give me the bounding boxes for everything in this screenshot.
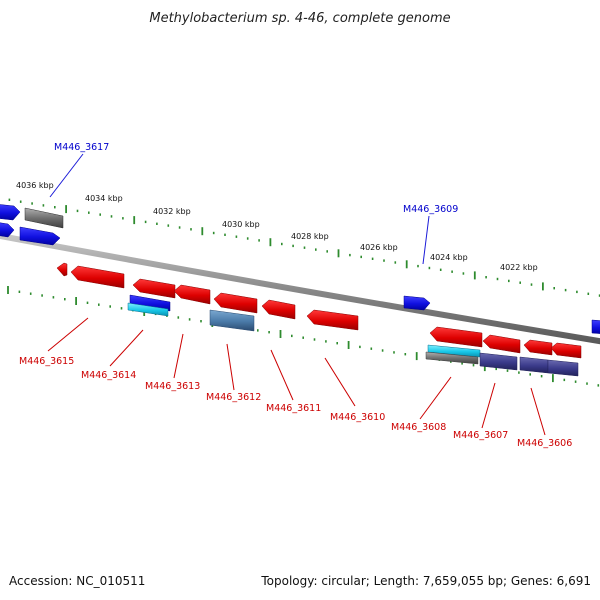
leader-line-m446-3614 [109, 329, 144, 367]
reverse-genes [56, 262, 582, 377]
tick-label-4028: 4028 kbp [291, 232, 329, 241]
gene-label-m446-3615[interactable]: M446_3615 [19, 356, 74, 367]
gene-m446-3607-navy[interactable] [479, 352, 518, 371]
gene-m446-3607-red[interactable] [482, 334, 521, 354]
gene-label-m446-3611[interactable]: M446_3611 [266, 403, 321, 414]
gene-forward-left-2[interactable] [0, 222, 15, 238]
gene-label-m446-3612[interactable]: M446_3612 [206, 392, 261, 403]
gene-m446-3611[interactable] [261, 299, 296, 320]
label-leader-lines [47, 153, 546, 436]
gene-label-m446-3613[interactable]: M446_3613 [145, 381, 200, 392]
gene-reverse-red-1[interactable] [70, 265, 125, 289]
gene-label-m446-3606[interactable]: M446_3606 [517, 438, 572, 449]
topology-text: Topology: circular; Length: 7,659,055 bp… [260, 574, 591, 588]
leader-line-m446-3607 [481, 382, 496, 429]
gene-label-m446-3617[interactable]: M446_3617 [54, 142, 109, 153]
gene-reverse-red-last[interactable] [550, 342, 582, 359]
tick-label-4024: 4024 kbp [430, 253, 468, 262]
gene-m446-3610[interactable] [306, 309, 359, 331]
tick-label-4036: 4036 kbp [16, 181, 54, 190]
leader-line-m446-3608 [419, 376, 452, 420]
gene-m446-3608-gray[interactable] [425, 351, 479, 365]
gene-m446-3606-navy-2[interactable] [547, 359, 579, 377]
leader-line-m446-3612 [226, 343, 235, 391]
gene-m446-3612-red[interactable] [213, 292, 258, 314]
tick-label-4022: 4022 kbp [500, 263, 538, 272]
tick-track-upper [8, 198, 600, 297]
gene-forward-blue-1[interactable] [19, 226, 61, 246]
forward-genes [0, 204, 600, 334]
tick-label-4034: 4034 kbp [85, 194, 123, 203]
leader-line-m446-3617 [49, 153, 84, 198]
gene-m446-3614-cyan[interactable] [127, 302, 169, 317]
leader-line-m446-3609 [422, 215, 430, 265]
leader-line-m446-3606 [530, 387, 546, 436]
tick-label-4032: 4032 kbp [153, 207, 191, 216]
gene-m446-3606-red[interactable] [523, 339, 553, 356]
leader-line-m446-3610 [324, 357, 356, 407]
gene-labels: M446_3617 M446_3609 M446_3615 M446_3614 … [19, 142, 572, 449]
gene-forward-left-1[interactable] [0, 204, 21, 221]
gene-m446-3608-red[interactable] [429, 326, 483, 348]
gene-label-m446-3609[interactable]: M446_3609 [403, 204, 458, 215]
gene-m446-3614-blue[interactable] [129, 294, 171, 312]
gene-m446-3614-red[interactable] [132, 278, 176, 299]
gene-m446-3617[interactable] [24, 207, 64, 229]
gene-label-m446-3608[interactable]: M446_3608 [391, 422, 446, 433]
gene-m446-3613[interactable] [173, 284, 211, 305]
gene-m446-3606-navy-1[interactable] [519, 356, 549, 374]
leader-line-m446-3613 [173, 333, 184, 379]
tick-label-4026: 4026 kbp [360, 243, 398, 252]
gene-m446-3612-steel[interactable] [209, 309, 255, 332]
gene-label-m446-3607[interactable]: M446_3607 [453, 430, 508, 441]
genome-backbone [0, 232, 600, 345]
gene-label-m446-3614[interactable]: M446_3614 [81, 370, 136, 381]
gene-forward-right-1[interactable] [591, 319, 600, 334]
leader-line-m446-3615 [47, 317, 89, 352]
tick-label-4030: 4030 kbp [222, 220, 260, 229]
tick-labels: 4036 kbp 4034 kbp 4032 kbp 4030 kbp 4028… [16, 181, 538, 272]
gene-label-m446-3610[interactable]: M446_3610 [330, 412, 385, 423]
gene-m446-3615[interactable] [56, 262, 68, 277]
map-title: Methylobacterium sp. 4-46, complete geno… [149, 11, 450, 26]
leader-line-m446-3611 [270, 349, 294, 401]
gene-m446-3609[interactable] [403, 295, 431, 311]
accession-text: Accession: NC_010511 [9, 574, 145, 588]
